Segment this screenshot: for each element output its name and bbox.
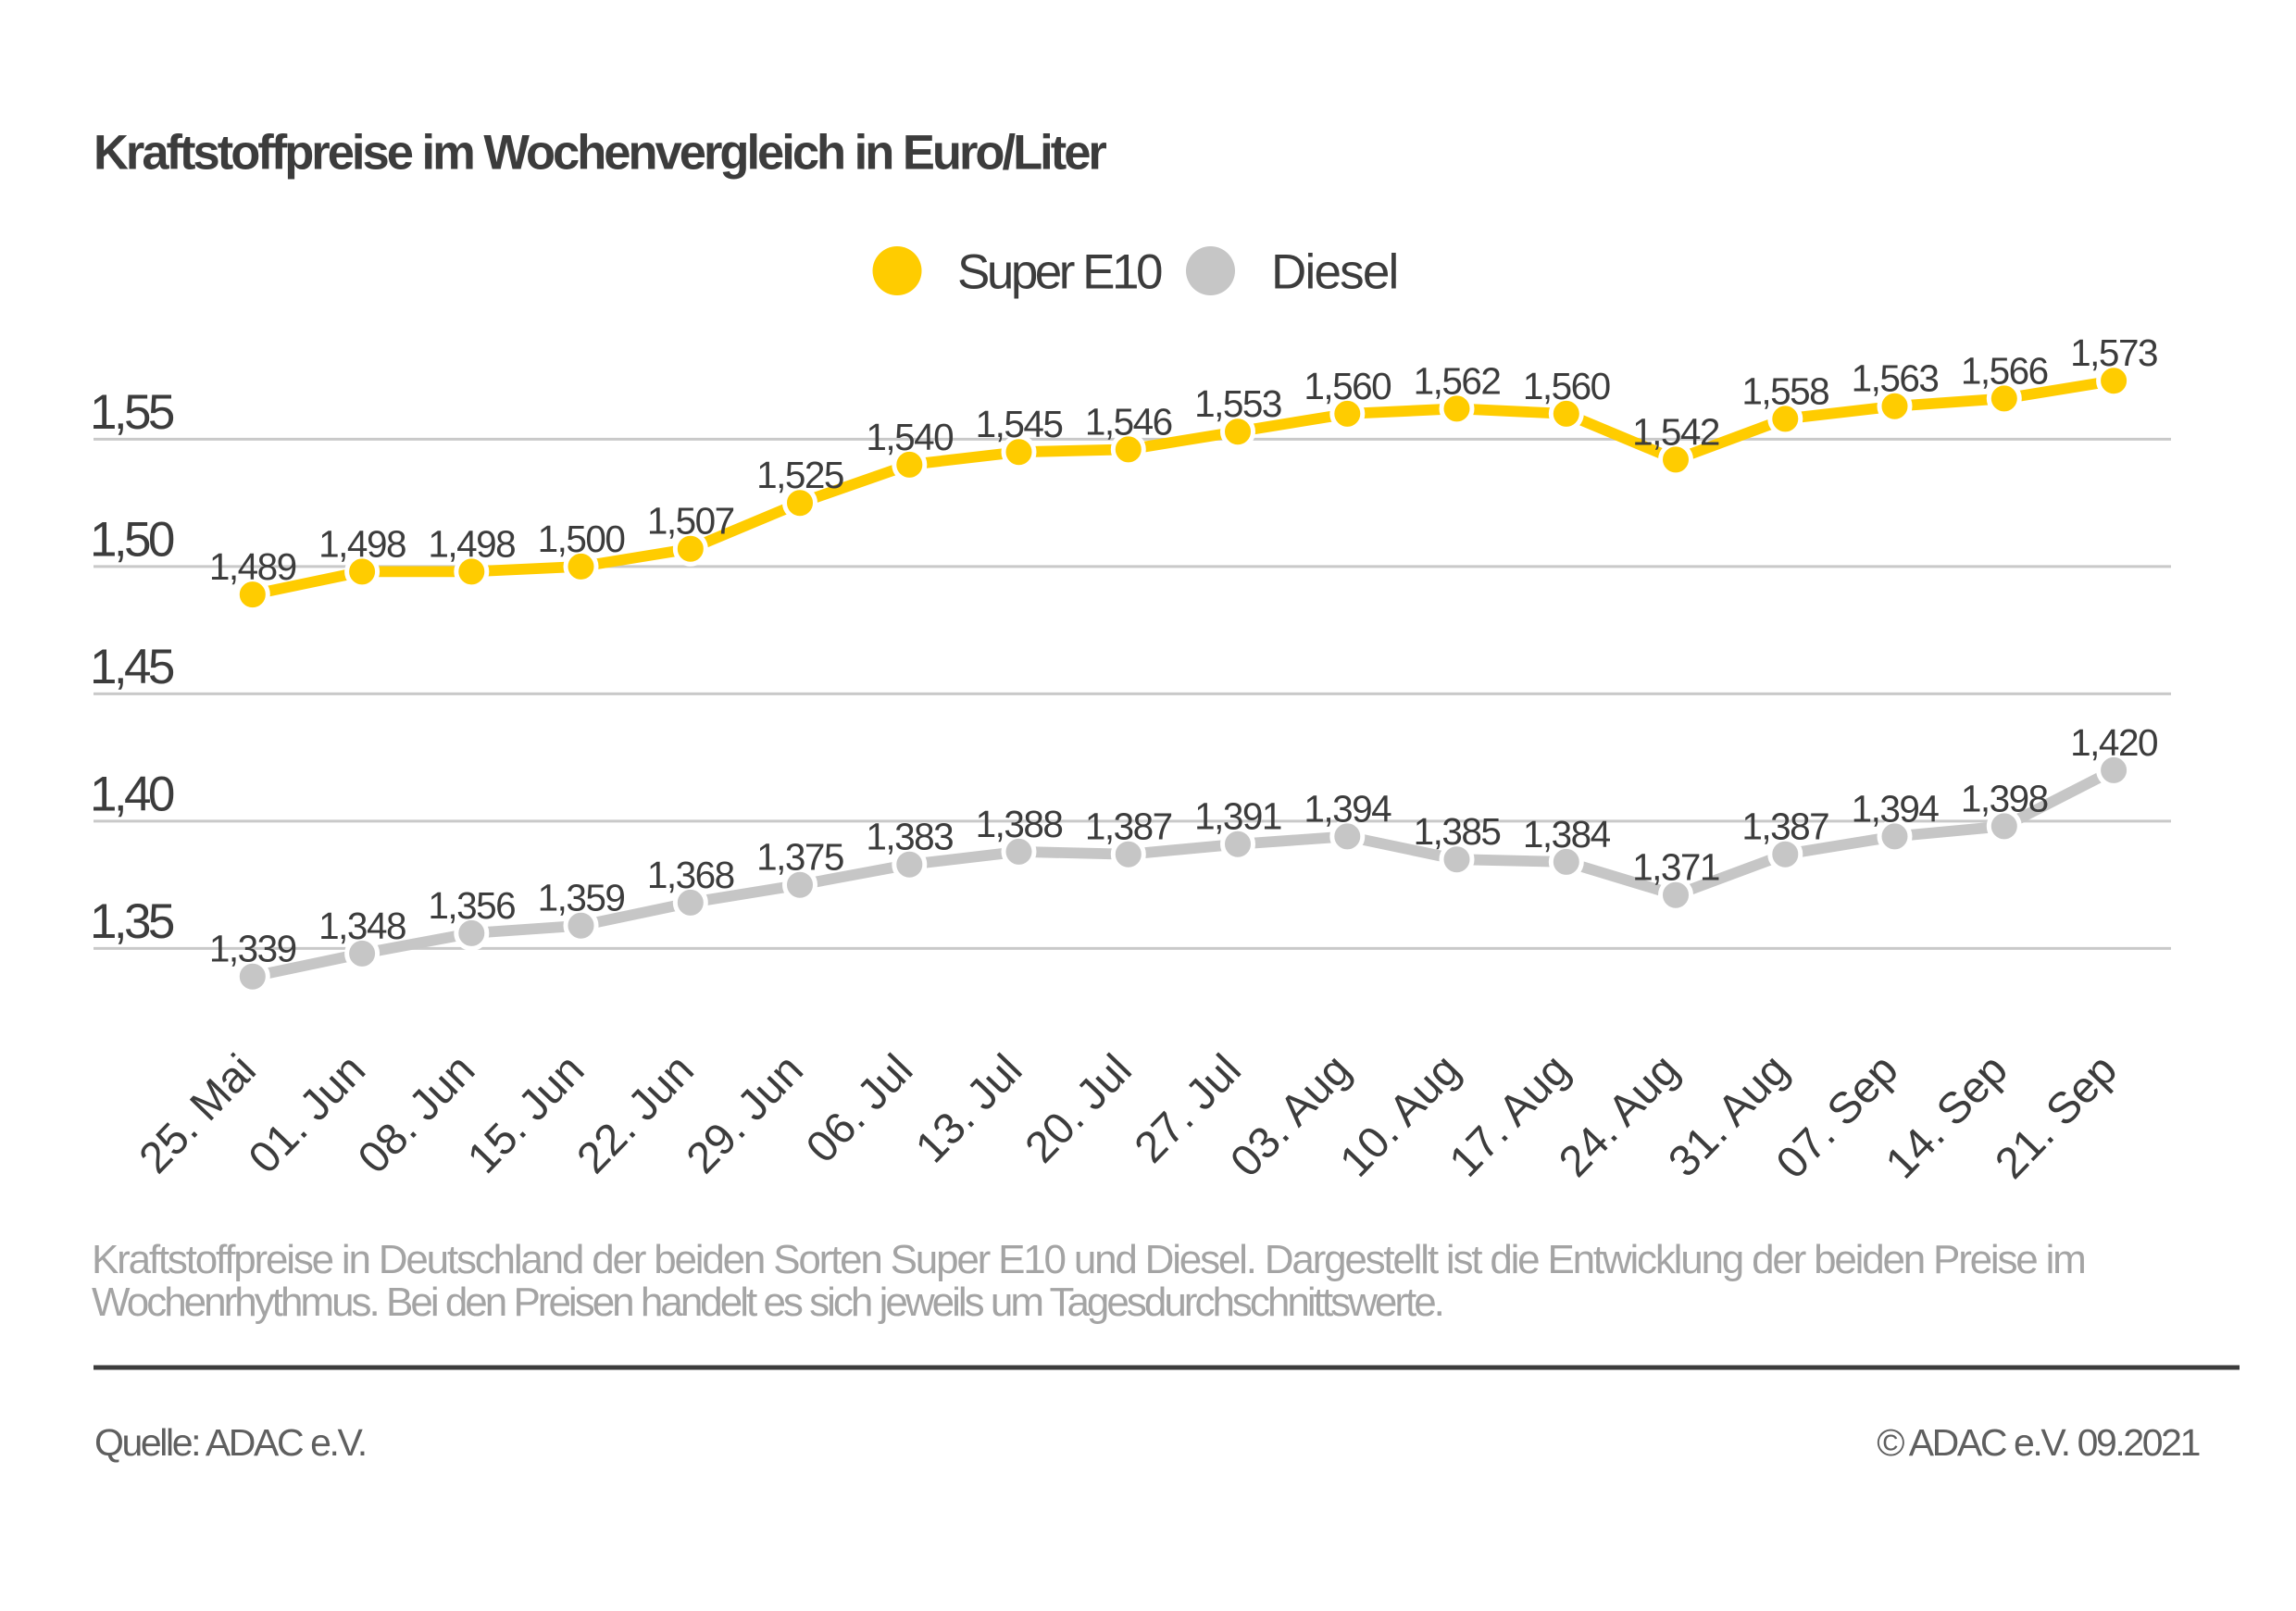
svg-text:1,542: 1,542: [1632, 410, 1719, 453]
svg-text:1,394: 1,394: [1304, 787, 1391, 830]
svg-text:1,391: 1,391: [1194, 795, 1281, 838]
svg-text:1,371: 1,371: [1632, 846, 1719, 889]
svg-text:1,35: 1,35: [90, 894, 174, 949]
svg-text:Kraftstoffpreise im Wochenverg: Kraftstoffpreise im Wochenvergleich in E…: [94, 126, 1106, 181]
svg-text:1,45: 1,45: [90, 640, 174, 694]
svg-text:Kraftstoffpreise in Deutschlan: Kraftstoffpreise in Deutschland der beid…: [92, 1237, 2085, 1282]
svg-text:1,573: 1,573: [2070, 331, 2157, 374]
svg-text:1,560: 1,560: [1523, 365, 1610, 407]
svg-text:© ADAC e.V. 09.2021: © ADAC e.V. 09.2021: [1877, 1421, 2199, 1464]
svg-text:Diesel: Diesel: [1271, 245, 1397, 300]
svg-text:1,500: 1,500: [538, 518, 625, 560]
svg-text:1,359: 1,359: [538, 877, 625, 919]
svg-text:Quelle: ADAC e.V.: Quelle: ADAC e.V.: [94, 1421, 366, 1464]
svg-text:1,545: 1,545: [976, 403, 1063, 445]
svg-text:1,375: 1,375: [756, 836, 843, 879]
svg-text:1,55: 1,55: [90, 385, 174, 440]
svg-text:1,348: 1,348: [318, 905, 406, 947]
svg-text:1,50: 1,50: [90, 512, 174, 567]
svg-text:1,553: 1,553: [1194, 382, 1281, 425]
svg-text:Wochenrhythmus. Bei den Preise: Wochenrhythmus. Bei den Preisen handelt …: [92, 1280, 1442, 1325]
svg-text:1,385: 1,385: [1414, 810, 1501, 853]
svg-text:1,368: 1,368: [647, 854, 734, 896]
svg-text:1,387: 1,387: [1085, 806, 1172, 848]
svg-text:1,566: 1,566: [1961, 349, 2048, 392]
svg-text:1,387: 1,387: [1741, 806, 1828, 848]
svg-text:1,398: 1,398: [1961, 777, 2048, 819]
svg-text:1,562: 1,562: [1414, 359, 1501, 402]
svg-text:1,560: 1,560: [1304, 365, 1391, 407]
svg-text:1,498: 1,498: [318, 522, 406, 565]
svg-text:Super E10: Super E10: [957, 245, 1162, 300]
svg-text:1,339: 1,339: [209, 928, 296, 970]
svg-text:1,394: 1,394: [1852, 787, 1940, 830]
svg-text:1,498: 1,498: [428, 522, 515, 565]
svg-text:1,540: 1,540: [866, 416, 953, 458]
svg-text:1,356: 1,356: [428, 884, 515, 927]
svg-text:1,384: 1,384: [1523, 813, 1611, 855]
svg-text:1,40: 1,40: [90, 767, 174, 821]
svg-text:1,383: 1,383: [866, 816, 953, 858]
svg-text:1,507: 1,507: [647, 500, 734, 543]
svg-text:1,525: 1,525: [756, 454, 843, 496]
svg-text:1,546: 1,546: [1085, 400, 1172, 443]
svg-text:1,558: 1,558: [1741, 369, 1828, 412]
svg-text:1,388: 1,388: [976, 803, 1063, 845]
svg-text:1,420: 1,420: [2070, 721, 2157, 764]
svg-text:1,563: 1,563: [1852, 357, 1939, 400]
svg-text:1,489: 1,489: [209, 545, 296, 588]
